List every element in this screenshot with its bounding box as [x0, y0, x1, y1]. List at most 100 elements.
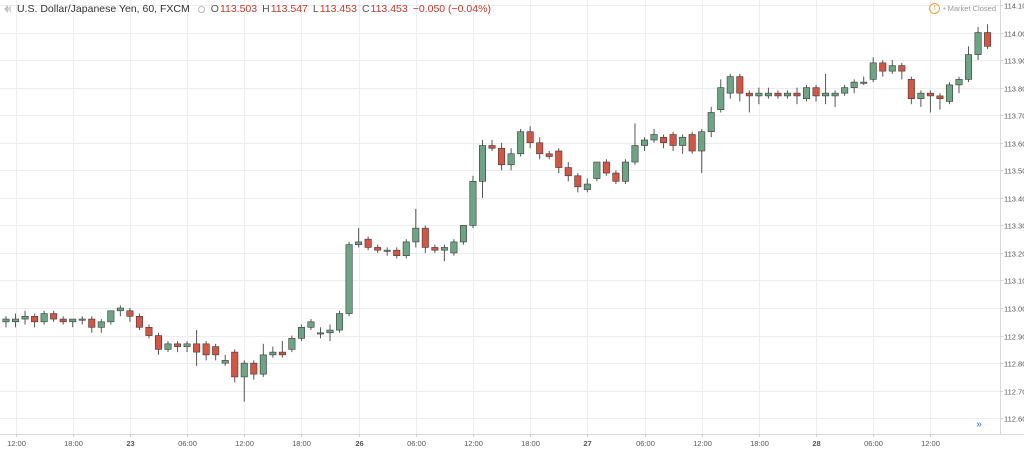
candle-body [745, 92, 753, 97]
candle-body [631, 145, 639, 163]
candle-body [431, 247, 439, 251]
candle-up [21, 310, 29, 325]
candle-up [945, 82, 953, 105]
candle-up [888, 60, 896, 74]
price-tick-label: 113.800 [1004, 85, 1024, 94]
candle-body [841, 87, 849, 94]
market-status[interactable]: ! • Market Closed [929, 3, 996, 14]
candle-up [478, 139, 486, 198]
candle-up [316, 327, 324, 339]
symbol-title[interactable]: U.S. Dollar/Japanese Yen, 60, FXCM [17, 3, 190, 15]
candle-body [726, 76, 734, 94]
candle-down [364, 236, 372, 251]
candle-body [40, 313, 48, 323]
price-tick-label: 113.100 [1004, 277, 1024, 286]
candle-body [21, 315, 29, 320]
candle-up [974, 27, 982, 61]
candle-body [936, 95, 944, 99]
time-tick-label: 06:00 [178, 439, 197, 448]
candle-body [774, 92, 782, 97]
time-tick-label: 06:00 [864, 439, 883, 448]
price-tick-label: 114.000 [1004, 30, 1024, 39]
candle-up [803, 84, 811, 102]
candle-body [478, 145, 486, 182]
candle-up [221, 354, 229, 366]
candle-up [116, 305, 124, 317]
time-tick-label: 12:00 [7, 439, 26, 448]
double-chevron-right-icon[interactable]: » [976, 419, 982, 430]
candle-up [917, 90, 925, 107]
candle-down [688, 131, 696, 154]
candle-body [374, 247, 382, 251]
candle-up [726, 73, 734, 99]
candle-down [984, 24, 992, 50]
candle-down [498, 142, 506, 171]
price-tick-label: 112.900 [1004, 333, 1024, 342]
candle-up [507, 148, 515, 171]
time-axis[interactable]: 12:00 18:00 23 06:00 12:00 18:00 26 06:00 12:00 1… [7, 434, 940, 448]
price-tick-label: 113.500 [1004, 167, 1024, 176]
candle-up [402, 239, 410, 259]
candle-up [78, 316, 86, 325]
candle-up [440, 244, 448, 262]
close-label: C [361, 3, 370, 15]
candle-down [135, 313, 143, 331]
candle-down [374, 244, 382, 253]
candle-up [955, 76, 963, 94]
candle-body [69, 318, 77, 323]
candle-down [660, 134, 668, 149]
candle-body [917, 92, 925, 99]
candle-body [193, 343, 201, 353]
candle-body [126, 310, 134, 317]
price-axis[interactable]: 114.100 114.000 113.900 113.800 113.700 113.6… [1000, 2, 1024, 424]
candle-body [688, 134, 696, 152]
candle-down [555, 148, 563, 174]
candle-body [793, 92, 801, 97]
market-status-text: Market Closed [947, 4, 996, 13]
candle-body [593, 161, 601, 179]
candle-body [364, 238, 372, 248]
candle-body [145, 327, 153, 336]
candle-body [421, 227, 429, 248]
candle-body [440, 247, 448, 251]
candle-down [926, 90, 934, 113]
candle-body [250, 362, 258, 375]
candle-up [631, 123, 639, 165]
candle-body [59, 318, 67, 323]
candle-down [59, 316, 67, 325]
candle-body [88, 318, 96, 328]
low-value: 113.453 [319, 3, 357, 15]
candle-body [965, 54, 973, 80]
candle-up [593, 161, 601, 182]
candle-body [307, 321, 315, 328]
candle-up [869, 57, 877, 83]
candle-down [431, 244, 439, 253]
price-tick-label: 112.800 [1004, 360, 1024, 369]
vertical-gridlines [16, 0, 931, 434]
candle-down [536, 137, 544, 160]
candle-up [107, 310, 115, 325]
candle-up [459, 225, 467, 245]
candle-body [612, 172, 620, 182]
candle-down [545, 151, 553, 160]
candle-body [783, 92, 791, 97]
candle-up [450, 239, 458, 256]
candle-down [745, 90, 753, 113]
candle-body [12, 318, 20, 323]
candle-body [240, 362, 248, 378]
warning-icon: ! [929, 3, 940, 14]
candle-down [736, 73, 744, 102]
candle-body [974, 32, 982, 55]
collapse-legend-icon[interactable] [4, 5, 12, 13]
series-visibility-icon[interactable] [197, 5, 205, 13]
candle-down [907, 76, 915, 105]
time-tick-label: 12:00 [464, 439, 483, 448]
candle-series [2, 24, 992, 402]
candle-body [507, 153, 515, 166]
candle-up [2, 316, 10, 328]
high-value: 113.547 [270, 3, 308, 15]
candle-body [488, 145, 496, 149]
candle-body [879, 62, 887, 72]
candle-up [345, 241, 353, 317]
